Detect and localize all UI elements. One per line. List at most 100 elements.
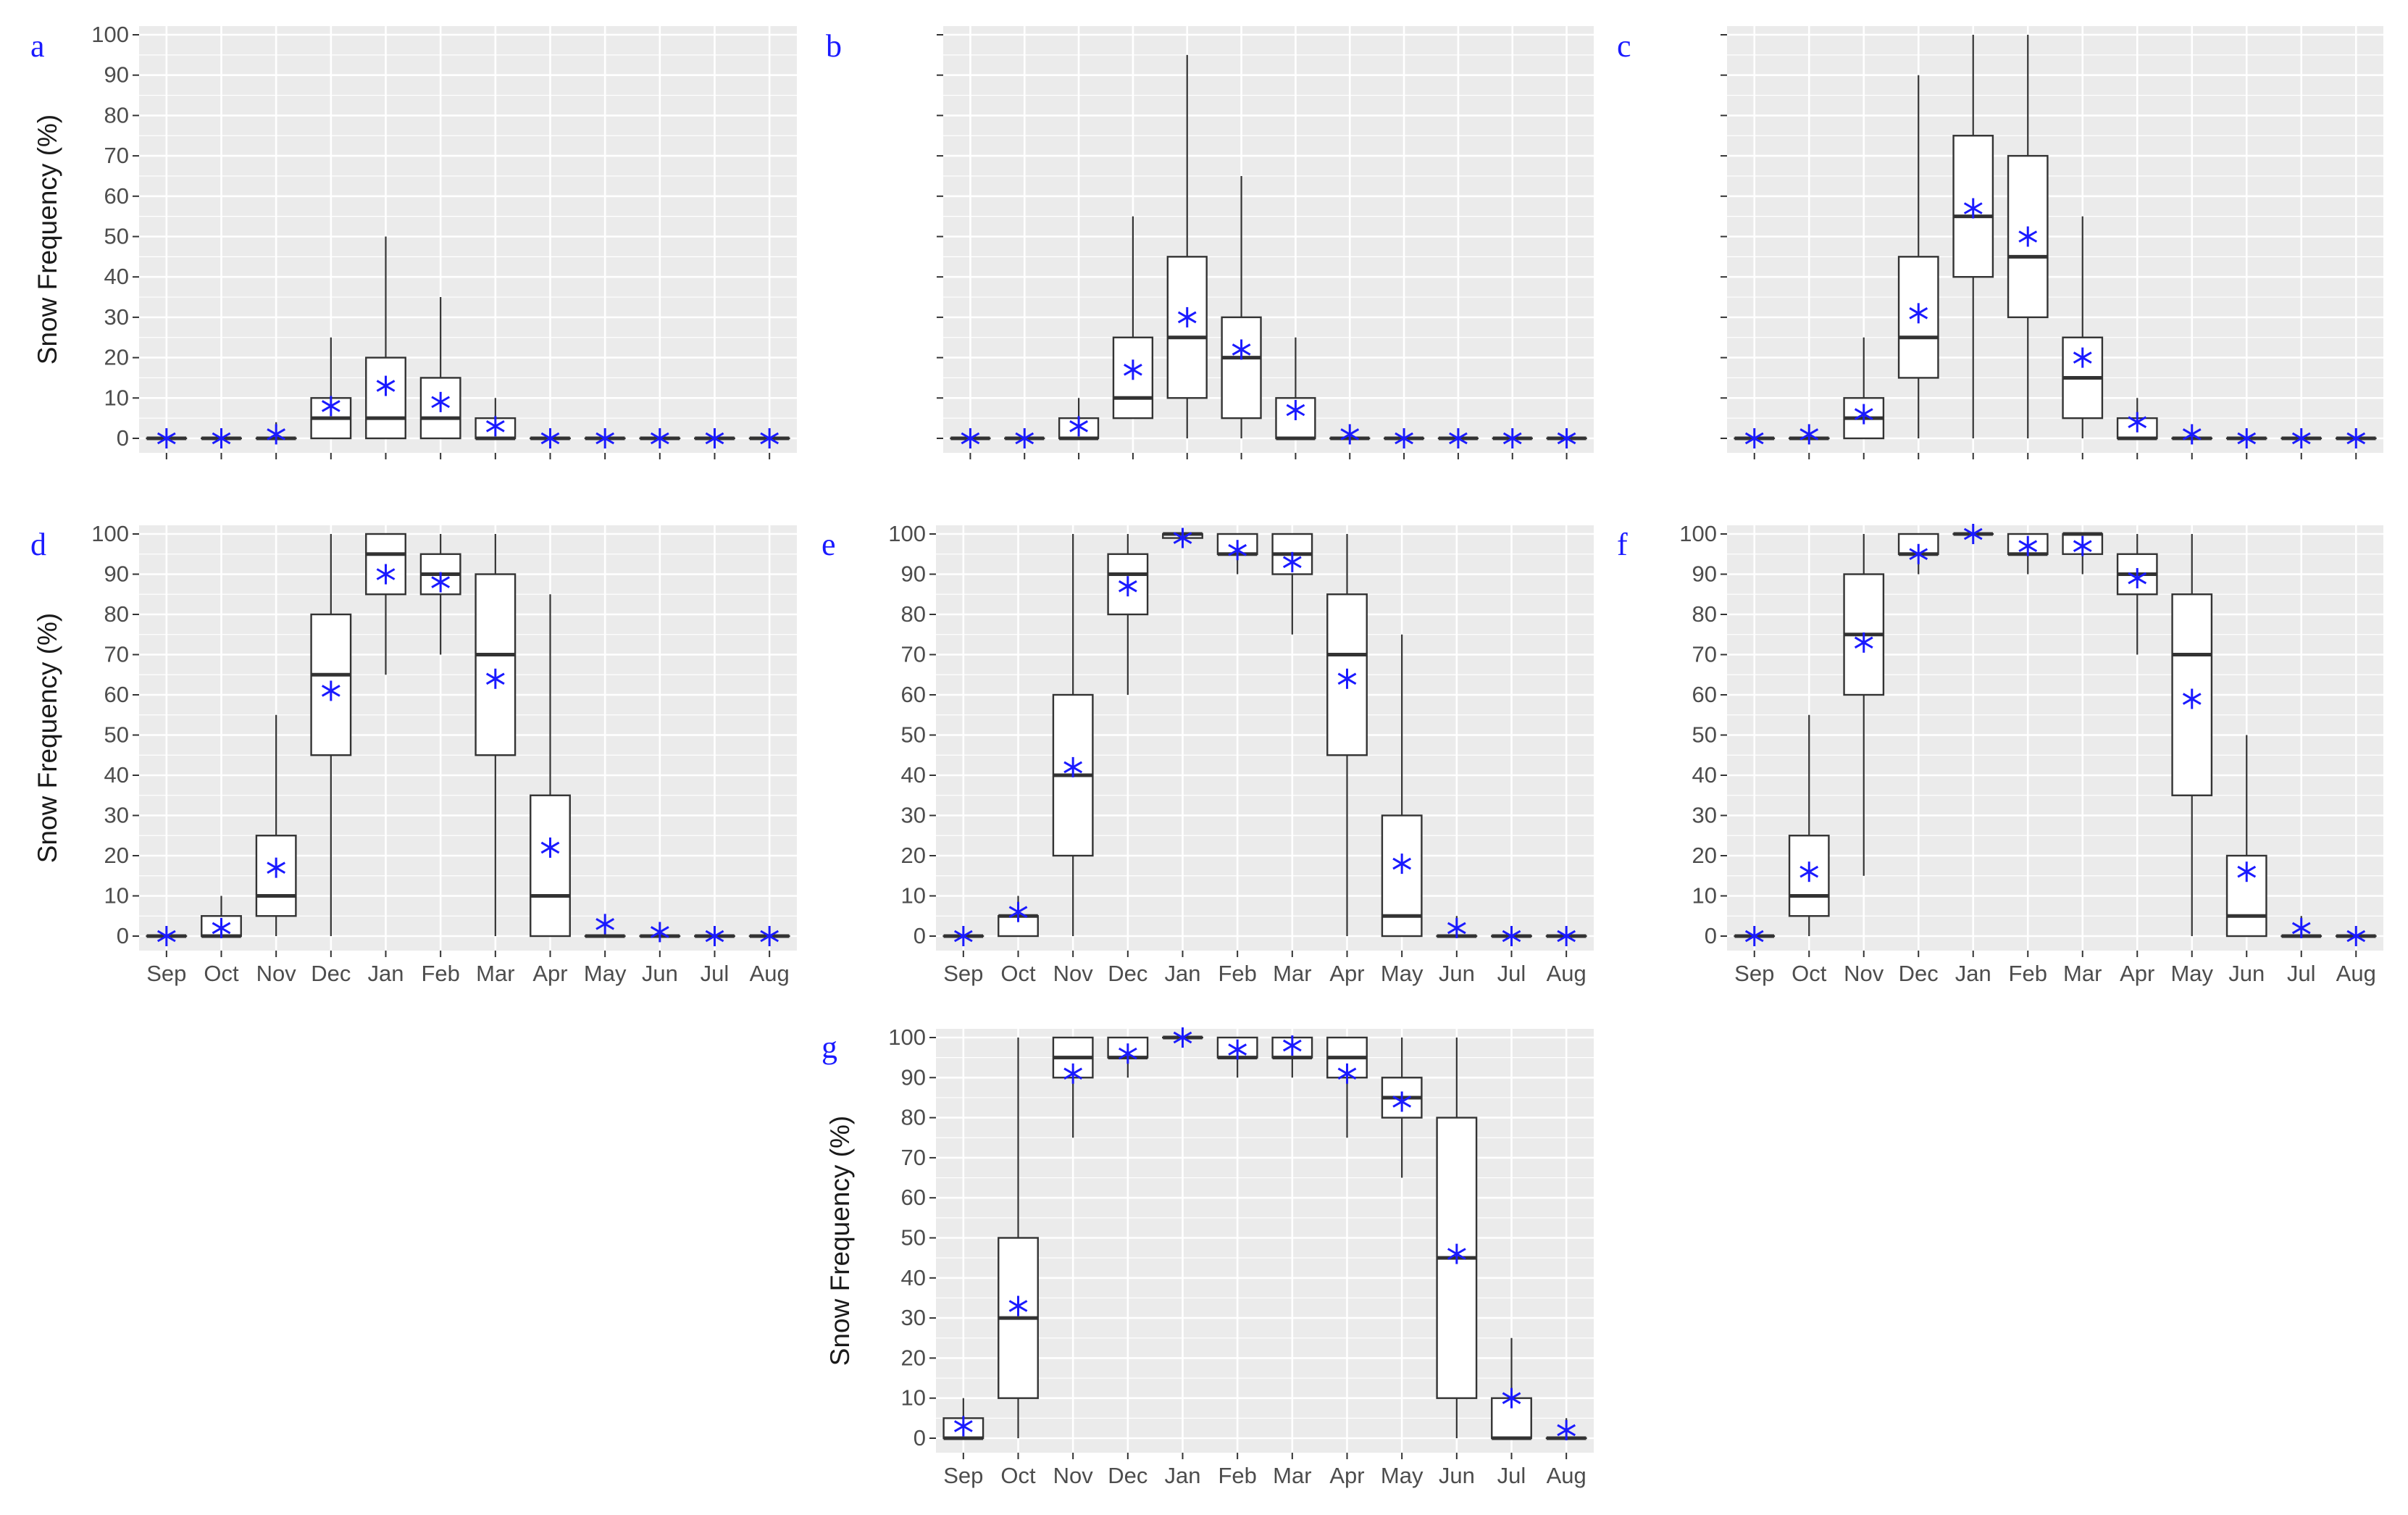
x-tick-label: Jan — [1165, 961, 1201, 986]
box-jun — [2225, 428, 2267, 448]
y-tick-label: 60 — [901, 682, 926, 707]
panel-f: 0 10 20 30 40 50 60 70 80 90 100 Sep Oct Nov Dec Jan Feb… — [1617, 521, 2383, 986]
x-tick-label: Jan — [1165, 1463, 1201, 1488]
mean-marker-stroke — [595, 918, 615, 930]
y-tick-label: 90 — [1692, 562, 1717, 587]
box-dec — [1112, 216, 1154, 420]
y-tick-label: 50 — [104, 722, 129, 748]
box-jun — [639, 428, 681, 448]
x-tick-label: Jan — [1955, 961, 1991, 986]
y-tick-label: 20 — [104, 345, 129, 370]
box-feb — [1216, 1036, 1258, 1078]
y-tick-label: 0 — [914, 1425, 926, 1451]
mean-marker-stroke — [953, 930, 973, 943]
box-mar — [1271, 1035, 1313, 1078]
mean-marker — [485, 668, 505, 689]
x-tick-label: Feb — [421, 961, 459, 986]
box-sep — [950, 428, 991, 448]
mean-marker-stroke — [1069, 420, 1088, 433]
mean-marker-stroke — [1963, 527, 1983, 541]
x-tick-label: Mar — [1273, 1463, 1311, 1488]
mean-marker-stroke — [1557, 432, 1576, 445]
box-oct — [998, 896, 1039, 938]
mean-marker — [1118, 1043, 1137, 1064]
mean-marker-stroke — [1502, 432, 1522, 445]
mean-marker-stroke — [595, 432, 615, 445]
mean-marker-stroke — [1799, 428, 1819, 441]
x-tick-label: Nov — [1053, 1463, 1094, 1488]
y-tick-label: 50 — [901, 1225, 926, 1251]
x-tick-label: Jul — [701, 961, 729, 986]
mean-marker-stroke — [2018, 540, 2038, 552]
mean-marker — [705, 926, 724, 946]
x-tick-label: Dec — [1108, 1463, 1147, 1488]
y-tick-label: 70 — [1692, 642, 1717, 667]
box-jan — [1952, 35, 1994, 438]
panel-letter: a — [30, 28, 45, 64]
mean-marker-stroke — [1963, 202, 1983, 214]
mean-marker-stroke — [1392, 1095, 1412, 1108]
box-mar — [475, 534, 517, 936]
mean-marker-stroke — [376, 568, 396, 580]
x-tick-label: Jun — [2228, 961, 2265, 986]
x-tick-label: Feb — [2009, 961, 2047, 986]
panel-letter: c — [1617, 28, 1631, 64]
y-tick-label: 60 — [104, 183, 129, 209]
mean-marker — [1744, 926, 1764, 946]
mean-marker-stroke — [267, 861, 286, 874]
x-tick-label: Apr — [532, 961, 567, 986]
box-jun — [2225, 735, 2267, 938]
y-tick-label: 90 — [901, 1064, 926, 1090]
box-apr — [2116, 534, 2158, 655]
panel-background — [139, 525, 797, 951]
iqr-box — [1326, 593, 1368, 756]
box-apr — [1326, 534, 1368, 936]
mean-marker — [1063, 756, 1083, 777]
mean-marker — [595, 914, 615, 935]
mean-marker — [1286, 400, 1305, 421]
mean-marker-stroke — [485, 672, 505, 685]
y-tick-label: 70 — [901, 1145, 926, 1170]
y-tick-label: 80 — [1692, 601, 1717, 627]
x-tick-label: Oct — [1792, 961, 1827, 986]
mean-marker — [1799, 861, 1819, 882]
x-tick-label: May — [2170, 961, 2213, 986]
mean-marker-stroke — [1063, 761, 1083, 774]
mean-marker-stroke — [1337, 1067, 1357, 1080]
mean-marker — [2128, 412, 2147, 433]
y-tick-label: 40 — [104, 264, 129, 289]
mean-marker — [1447, 1243, 1466, 1264]
box-aug — [748, 926, 790, 946]
y-tick-label: 100 — [1679, 521, 1717, 546]
x-tick-label: Nov — [256, 961, 297, 986]
mean-marker — [1063, 1063, 1083, 1084]
box-jan — [1166, 54, 1208, 438]
y-tick-label: 70 — [104, 642, 129, 667]
mean-marker — [1854, 404, 1873, 425]
x-tick-label: Oct — [1000, 1463, 1036, 1488]
mean-marker-stroke — [650, 926, 669, 938]
y-tick-label: 100 — [91, 521, 129, 546]
x-tick-label: Sep — [1734, 961, 1774, 986]
box-nov — [1058, 398, 1100, 441]
y-tick-label: 30 — [104, 803, 129, 828]
panel-background — [1727, 26, 2383, 453]
x-tick-label: Mar — [1273, 961, 1311, 986]
mean-marker — [212, 428, 231, 448]
panel-g: 0 10 20 30 40 50 60 70 80 90 100 Sep Oct Nov Dec Jan Feb… — [822, 1024, 1594, 1488]
box-feb — [419, 534, 461, 655]
box-dec — [1107, 1036, 1149, 1078]
box-jan — [365, 533, 406, 675]
mean-marker — [1449, 428, 1468, 448]
mean-marker-stroke — [1337, 672, 1357, 685]
mean-marker-stroke — [961, 432, 980, 445]
mean-marker-stroke — [1854, 408, 1873, 420]
x-tick-label: Dec — [311, 961, 351, 986]
box-nov — [255, 714, 297, 936]
box-nov — [1052, 1036, 1094, 1138]
mean-marker-stroke — [431, 576, 451, 588]
mean-marker — [2073, 347, 2092, 368]
panel-e: 0 10 20 30 40 50 60 70 80 90 100 Sep Oct Nov Dec Jan Feb… — [822, 521, 1594, 986]
mean-marker — [2018, 535, 2038, 556]
box-jul — [2281, 428, 2323, 448]
